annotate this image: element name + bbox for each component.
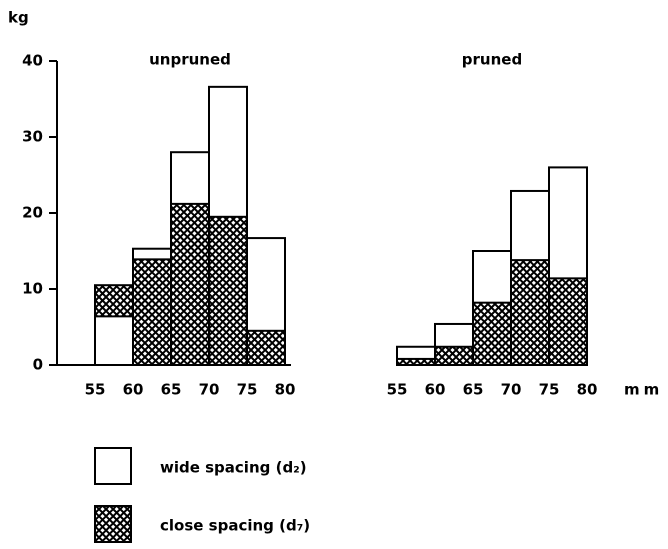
y-tick-label: 30 bbox=[22, 128, 43, 146]
bar bbox=[246, 329, 286, 366]
bar bbox=[132, 258, 172, 366]
legend-label: close spacing (d₇) bbox=[160, 517, 310, 535]
x-tick-label: 80 bbox=[577, 381, 598, 399]
bar bbox=[434, 345, 474, 367]
bar bbox=[548, 277, 588, 366]
y-axis-label: kg bbox=[8, 9, 29, 27]
x-tick-label: 60 bbox=[425, 381, 446, 399]
panel-title: pruned bbox=[462, 51, 522, 69]
bar bbox=[510, 259, 550, 366]
x-tick-label: 55 bbox=[85, 381, 106, 399]
bar bbox=[170, 202, 210, 366]
y-tick-label: 0 bbox=[33, 356, 43, 374]
legend-label: wide spacing (d₂) bbox=[160, 459, 307, 477]
bar bbox=[472, 301, 512, 366]
x-tick-label: 75 bbox=[539, 381, 560, 399]
x-tick-label: 75 bbox=[237, 381, 258, 399]
legend-swatch bbox=[94, 505, 132, 543]
x-tick-label: 70 bbox=[501, 381, 522, 399]
x-tick-label: 65 bbox=[463, 381, 484, 399]
y-tick-label: 10 bbox=[22, 280, 43, 298]
x-tick-label: 70 bbox=[199, 381, 220, 399]
y-tick-label: 40 bbox=[22, 52, 43, 70]
x-tick-label: 80 bbox=[275, 381, 296, 399]
x-tick-label: 55 bbox=[387, 381, 408, 399]
x-axis-label: mm bbox=[624, 381, 663, 399]
bar bbox=[208, 215, 248, 366]
bar bbox=[396, 357, 436, 367]
legend-swatch bbox=[94, 447, 132, 485]
bar bbox=[94, 315, 134, 366]
x-tick-label: 60 bbox=[123, 381, 144, 399]
y-tick-label: 20 bbox=[22, 204, 43, 222]
x-tick-label: 65 bbox=[161, 381, 182, 399]
panel-title: unpruned bbox=[149, 51, 231, 69]
